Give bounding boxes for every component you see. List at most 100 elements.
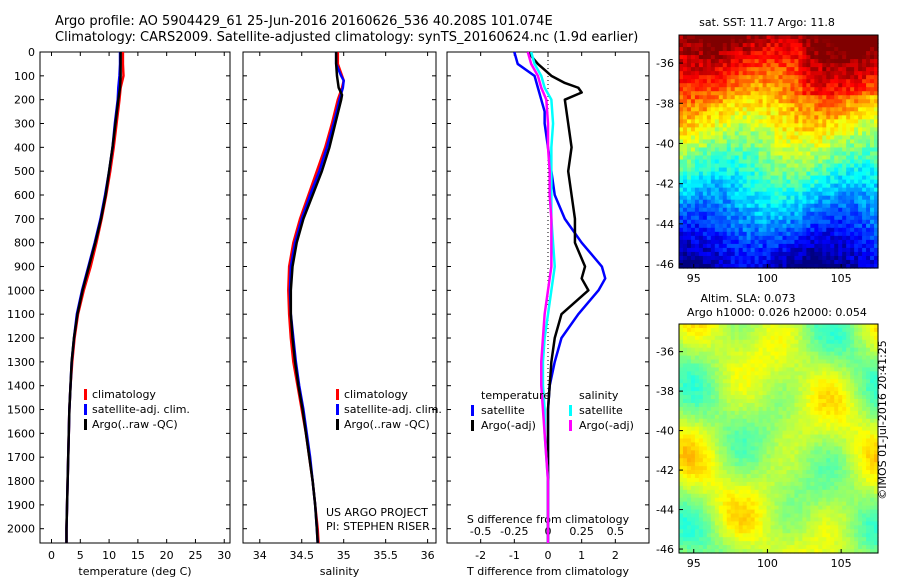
map-cell <box>818 355 823 361</box>
map-cell <box>714 379 720 384</box>
map-cell <box>750 51 756 56</box>
map-cell <box>770 223 776 229</box>
map-cell <box>794 95 799 100</box>
map-cell <box>794 131 799 137</box>
map-cell <box>866 135 871 141</box>
map-cell <box>870 251 875 257</box>
map-cell <box>706 95 712 100</box>
map-cell <box>862 251 867 257</box>
map-cell <box>854 231 859 237</box>
map-cell <box>818 179 823 185</box>
map-cell <box>750 163 756 169</box>
map-cell <box>686 446 692 451</box>
map-cell <box>782 251 788 257</box>
map-cell <box>754 135 760 141</box>
map-cell <box>834 434 839 440</box>
map-cell <box>774 438 780 444</box>
map-cell <box>742 438 748 444</box>
map-cell <box>730 107 736 112</box>
map-cell <box>838 235 843 241</box>
map-cell <box>866 59 871 64</box>
map-cell <box>822 71 827 76</box>
map-cell <box>706 446 712 451</box>
map-cell <box>806 430 811 436</box>
map-cell <box>758 402 764 408</box>
map-cell <box>702 211 708 217</box>
map-cell <box>782 111 788 116</box>
map-cell <box>798 107 803 112</box>
map-cell <box>694 131 700 137</box>
map-cell <box>710 223 716 229</box>
map-cell <box>866 406 871 412</box>
map-cell <box>726 215 732 221</box>
map-cell <box>774 207 780 213</box>
map-cell <box>826 247 831 253</box>
map-cell <box>830 215 835 221</box>
map-cell <box>726 367 732 372</box>
map-cell <box>774 187 780 193</box>
map-cell <box>682 414 688 420</box>
map-cell <box>858 418 863 424</box>
map-cell <box>846 239 851 245</box>
map-cell <box>874 355 879 361</box>
map-cell <box>862 343 867 349</box>
map-cell <box>686 458 692 463</box>
map-cell <box>734 251 740 257</box>
map-cell <box>790 71 796 76</box>
map-cell <box>750 55 756 60</box>
map-cell <box>762 399 768 404</box>
map-cell <box>790 255 796 261</box>
map-cell <box>790 438 796 444</box>
map-cell <box>746 247 752 253</box>
map-cell <box>702 335 708 341</box>
map-cell <box>770 438 776 444</box>
map-cell <box>818 223 823 229</box>
map-cell <box>822 422 827 428</box>
map-cell <box>742 159 748 165</box>
map-cell <box>874 243 879 249</box>
map-cell <box>790 379 796 384</box>
map-cell <box>802 418 807 424</box>
map-cell <box>754 215 760 221</box>
map-cell <box>702 111 708 116</box>
map-cell <box>690 235 696 241</box>
map-cell <box>846 107 851 112</box>
map-cell <box>842 199 847 205</box>
map-cell <box>774 163 780 169</box>
map-cell <box>730 414 736 420</box>
map-cell <box>762 387 768 392</box>
map-cell <box>850 422 855 428</box>
map-cell <box>686 123 692 128</box>
map-cell <box>802 179 807 185</box>
map-cell <box>802 434 807 440</box>
map-cell <box>798 143 803 149</box>
map-cell <box>742 111 748 116</box>
map-cell <box>850 343 855 349</box>
map-cell <box>738 255 744 261</box>
map-cell <box>686 434 692 440</box>
map-cell <box>866 51 871 56</box>
map-cell <box>838 454 843 459</box>
map-cell <box>754 391 760 396</box>
map-cell <box>766 219 772 225</box>
map-cell <box>854 51 859 56</box>
map-cell <box>702 351 708 357</box>
map-cell <box>714 215 720 221</box>
map-cell <box>742 454 748 459</box>
map-cell <box>758 67 764 72</box>
map-cell <box>866 115 871 120</box>
map-cell <box>694 111 700 116</box>
map-cell <box>718 259 724 265</box>
y-tick-label: 500 <box>14 165 35 178</box>
map-cell <box>794 43 799 48</box>
map-cell <box>754 231 760 237</box>
map-cell <box>834 399 839 404</box>
map-cell <box>798 55 803 60</box>
map-cell <box>694 171 700 177</box>
map-cell <box>682 434 688 440</box>
map-cell <box>774 402 780 408</box>
map-cell <box>762 227 768 233</box>
map-cell <box>838 462 843 467</box>
map-cell <box>834 127 839 133</box>
map-cell <box>830 79 835 84</box>
